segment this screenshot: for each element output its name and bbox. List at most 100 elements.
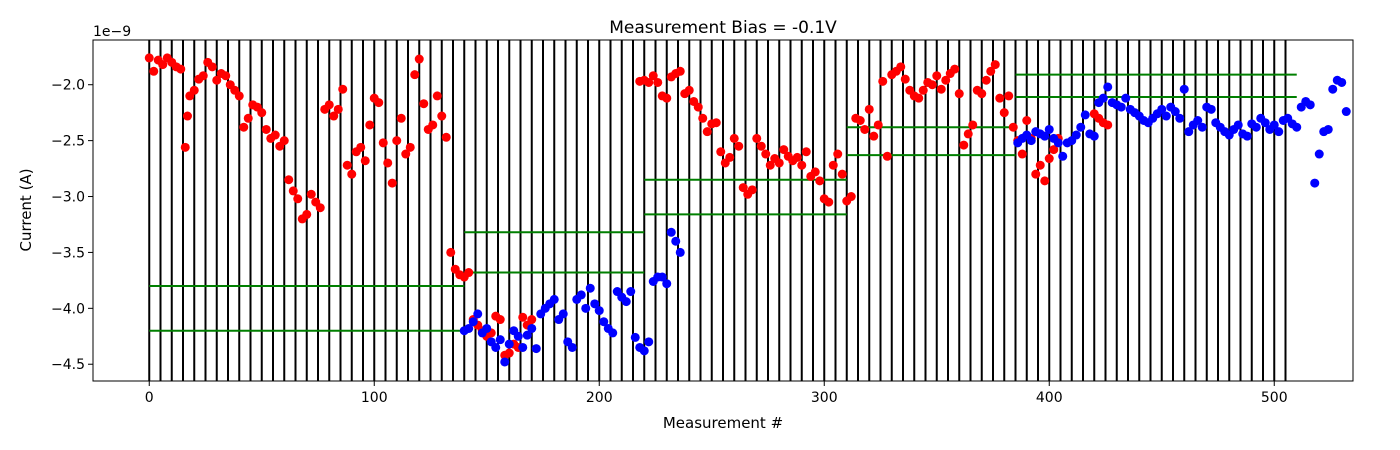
red-data-point xyxy=(1017,149,1027,159)
y-offset-label: 1e−9 xyxy=(93,24,131,40)
blue-data-point xyxy=(1121,93,1131,103)
blue-data-point xyxy=(518,342,528,352)
blue-data-point xyxy=(1242,131,1252,141)
red-data-point xyxy=(927,80,937,90)
blue-data-point xyxy=(657,272,667,282)
blue-data-point xyxy=(495,335,505,345)
blue-data-point xyxy=(1197,122,1207,132)
blue-data-point xyxy=(1040,131,1050,141)
blue-data-point xyxy=(1305,100,1315,110)
red-data-point xyxy=(981,75,991,85)
blue-data-point xyxy=(581,303,591,313)
red-data-point xyxy=(257,108,267,118)
red-data-point xyxy=(792,152,802,162)
red-data-point xyxy=(995,93,1005,103)
blue-data-point xyxy=(558,309,568,319)
red-data-point xyxy=(837,169,847,179)
red-data-point xyxy=(221,71,231,81)
x-axis-label: Measurement # xyxy=(663,414,783,432)
x-tick-label: 500 xyxy=(1261,390,1288,406)
blue-data-point xyxy=(1310,178,1320,188)
red-data-point xyxy=(527,315,537,325)
x-tick-label: 400 xyxy=(1036,390,1063,406)
red-data-point xyxy=(243,113,253,123)
red-data-point xyxy=(234,91,244,101)
red-data-point xyxy=(288,186,298,196)
red-data-point xyxy=(261,124,271,134)
blue-data-point xyxy=(1251,122,1261,132)
red-data-point xyxy=(873,120,883,130)
blue-data-point xyxy=(1089,131,1099,141)
blue-data-point xyxy=(608,328,618,338)
blue-data-point xyxy=(1157,104,1167,114)
red-data-point xyxy=(302,209,312,219)
blue-data-point xyxy=(482,323,492,333)
blue-data-point xyxy=(531,344,541,354)
blue-data-point xyxy=(576,290,586,300)
red-data-point xyxy=(999,108,1009,118)
red-data-point xyxy=(324,100,334,110)
blue-data-point xyxy=(1274,127,1284,137)
blue-data-point xyxy=(671,236,681,246)
blue-data-point xyxy=(639,346,649,356)
blue-data-point xyxy=(464,323,474,333)
red-data-point xyxy=(342,160,352,170)
red-data-point xyxy=(725,152,735,162)
red-data-point xyxy=(738,183,748,193)
red-data-point xyxy=(437,111,447,121)
red-data-point xyxy=(279,136,289,146)
data-points xyxy=(144,53,1351,367)
red-data-point xyxy=(734,141,744,151)
blue-data-point xyxy=(594,306,604,316)
blue-data-point xyxy=(513,331,523,341)
blue-data-point xyxy=(666,227,676,237)
red-data-point xyxy=(329,111,339,121)
blue-data-point xyxy=(662,279,672,289)
red-data-point xyxy=(869,131,879,141)
blue-data-point xyxy=(1314,149,1324,159)
blue-data-point xyxy=(621,297,631,307)
red-data-point xyxy=(446,247,456,257)
red-data-point xyxy=(1022,115,1032,125)
blue-data-point xyxy=(630,332,640,342)
blue-data-point xyxy=(599,317,609,327)
red-data-point xyxy=(183,111,192,121)
red-data-point xyxy=(761,149,771,159)
red-data-point xyxy=(401,149,411,159)
y-tick-label: −3.5 xyxy=(51,245,85,261)
y-axis-ticks: −4.5 −4.0 −3.5 −3.0 −2.5 −2.0 xyxy=(51,78,93,373)
blue-data-point xyxy=(1184,127,1194,137)
red-data-point xyxy=(878,76,888,86)
red-data-point xyxy=(387,178,397,188)
red-data-point xyxy=(815,176,825,186)
plot-frame xyxy=(92,39,1354,382)
red-data-point xyxy=(711,118,721,128)
red-data-point xyxy=(684,85,694,95)
blue-data-point xyxy=(585,283,595,293)
red-data-point xyxy=(207,62,217,72)
red-data-point xyxy=(432,91,442,101)
red-data-point xyxy=(846,192,856,202)
red-data-point xyxy=(284,175,294,185)
x-tick-label: 100 xyxy=(361,390,388,406)
y-axis-label: Current (A) xyxy=(17,168,35,251)
red-data-point xyxy=(675,66,685,76)
red-data-point xyxy=(941,75,951,85)
red-data-point xyxy=(779,145,789,155)
blue-data-point xyxy=(1341,107,1351,117)
red-data-point xyxy=(828,160,838,170)
red-data-point xyxy=(950,64,960,74)
red-data-point xyxy=(374,98,384,108)
red-data-point xyxy=(333,104,343,114)
blue-data-point xyxy=(527,323,537,333)
red-data-point xyxy=(855,115,865,125)
blue-data-point xyxy=(1053,138,1063,148)
y-tick-label: −4.5 xyxy=(51,357,85,373)
red-data-point xyxy=(729,133,739,143)
red-data-point xyxy=(158,60,168,70)
red-data-point xyxy=(833,149,843,159)
blue-data-point xyxy=(1175,113,1185,123)
red-data-point xyxy=(410,70,420,80)
red-data-point xyxy=(414,54,424,64)
